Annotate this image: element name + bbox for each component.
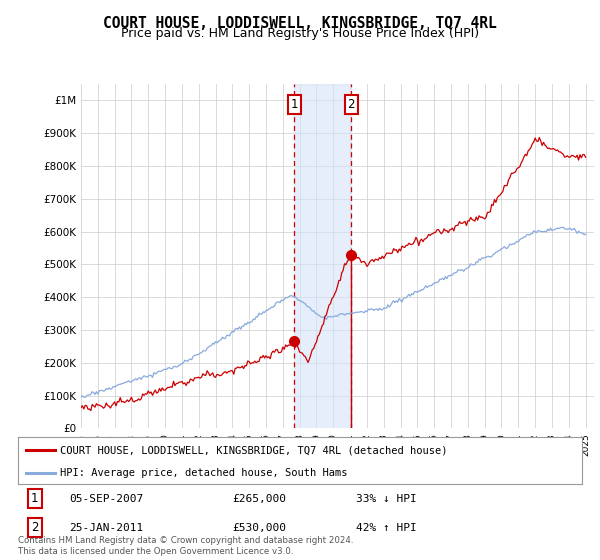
Text: £265,000: £265,000 xyxy=(232,494,286,504)
Text: COURT HOUSE, LODDISWELL, KINGSBRIDGE, TQ7 4RL (detached house): COURT HOUSE, LODDISWELL, KINGSBRIDGE, TQ… xyxy=(60,445,448,455)
Text: 33% ↓ HPI: 33% ↓ HPI xyxy=(356,494,417,504)
Text: HPI: Average price, detached house, South Hams: HPI: Average price, detached house, Sout… xyxy=(60,468,348,478)
Text: 42% ↑ HPI: 42% ↑ HPI xyxy=(356,523,417,533)
Text: COURT HOUSE, LODDISWELL, KINGSBRIDGE, TQ7 4RL: COURT HOUSE, LODDISWELL, KINGSBRIDGE, TQ… xyxy=(103,16,497,31)
Text: £530,000: £530,000 xyxy=(232,523,286,533)
Text: Price paid vs. HM Land Registry's House Price Index (HPI): Price paid vs. HM Land Registry's House … xyxy=(121,27,479,40)
Text: 2: 2 xyxy=(31,521,38,534)
Text: 2: 2 xyxy=(347,98,355,111)
Bar xyxy=(294,84,351,428)
Text: 25-JAN-2011: 25-JAN-2011 xyxy=(69,523,143,533)
Text: 1: 1 xyxy=(290,98,298,111)
Text: Contains HM Land Registry data © Crown copyright and database right 2024.
This d: Contains HM Land Registry data © Crown c… xyxy=(18,536,353,556)
Text: 05-SEP-2007: 05-SEP-2007 xyxy=(69,494,143,504)
Text: 1: 1 xyxy=(31,492,38,505)
